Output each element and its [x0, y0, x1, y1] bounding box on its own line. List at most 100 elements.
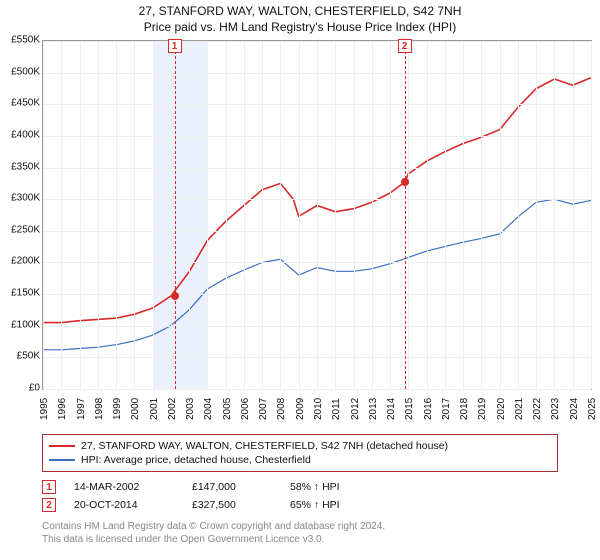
gridline-v	[372, 41, 373, 389]
event-row-date: 20-OCT-2014	[74, 499, 174, 511]
gridline-v	[481, 41, 482, 389]
gridline-v	[80, 41, 81, 389]
gridline-v	[226, 41, 227, 389]
y-tick-label: £550K	[4, 35, 40, 46]
y-tick-label: £400K	[4, 129, 40, 140]
gridline-v	[518, 41, 519, 389]
x-tick-label: 2012	[350, 398, 361, 420]
y-tick-label: £100K	[4, 319, 40, 330]
gridline-v	[354, 41, 355, 389]
event-line	[175, 41, 176, 389]
gridline-v	[171, 41, 172, 389]
x-tick-label: 2025	[587, 398, 598, 420]
event-row-price: £327,500	[192, 499, 272, 511]
x-tick-label: 2019	[477, 398, 488, 420]
x-tick-label: 2006	[240, 398, 251, 420]
x-tick-label: 2002	[167, 398, 178, 420]
gridline-v	[244, 41, 245, 389]
event-row-badge: 2	[42, 498, 56, 512]
title-main: 27, STANFORD WAY, WALTON, CHESTERFIELD, …	[0, 4, 600, 18]
gridline-v	[317, 41, 318, 389]
legend-label: HPI: Average price, detached house, Ches…	[81, 454, 311, 466]
x-tick-label: 1996	[57, 398, 68, 420]
x-tick-label: 2023	[550, 398, 561, 420]
legend: 27, STANFORD WAY, WALTON, CHESTERFIELD, …	[42, 434, 558, 472]
x-tick-label: 1999	[112, 398, 123, 420]
event-row-price: £147,000	[192, 481, 272, 493]
gridline-v	[427, 41, 428, 389]
gridline-v	[299, 41, 300, 389]
gridline-v	[408, 41, 409, 389]
footer: Contains HM Land Registry data © Crown c…	[42, 520, 558, 546]
events-block: 114-MAR-2002£147,00058% ↑ HPI220-OCT-201…	[42, 478, 558, 514]
x-tick-label: 1998	[94, 398, 105, 420]
gridline-v	[43, 41, 44, 389]
event-detail-row: 2 20-OCT-2014 £327,500 65% ↑ HPI	[42, 496, 558, 514]
y-tick-label: £250K	[4, 224, 40, 235]
event-row-delta: 65% ↑ HPI	[290, 499, 340, 511]
event-badge: 1	[168, 39, 182, 53]
title-block: 27, STANFORD WAY, WALTON, CHESTERFIELD, …	[0, 0, 600, 34]
price-chart: 12 £0£50K£100K£150K£200K£250K£300K£350K£…	[0, 40, 600, 430]
y-tick-label: £0	[4, 383, 40, 394]
legend-row: 27, STANFORD WAY, WALTON, CHESTERFIELD, …	[49, 439, 551, 453]
gridline-v	[61, 41, 62, 389]
y-tick-label: £450K	[4, 98, 40, 109]
x-tick-label: 2013	[368, 398, 379, 420]
event-line	[405, 41, 406, 389]
footer-line-1: Contains HM Land Registry data © Crown c…	[42, 520, 558, 533]
gridline-v	[189, 41, 190, 389]
x-tick-label: 2011	[331, 398, 342, 420]
gridline-v	[153, 41, 154, 389]
x-tick-label: 1997	[76, 398, 87, 420]
y-tick-label: £200K	[4, 256, 40, 267]
gridline-v	[573, 41, 574, 389]
event-dot	[401, 178, 409, 186]
gridline-v	[280, 41, 281, 389]
x-tick-label: 2018	[459, 398, 470, 420]
gridline-v	[463, 41, 464, 389]
gridline-v	[134, 41, 135, 389]
title-sub: Price paid vs. HM Land Registry's House …	[0, 20, 600, 34]
gridline-v	[116, 41, 117, 389]
x-tick-label: 2021	[514, 398, 525, 420]
gridline-v	[445, 41, 446, 389]
gridline-v	[207, 41, 208, 389]
event-row-date: 14-MAR-2002	[74, 481, 174, 493]
x-tick-label: 2024	[569, 398, 580, 420]
gridline-v	[98, 41, 99, 389]
legend-swatch	[49, 459, 75, 461]
event-detail-row: 114-MAR-2002£147,00058% ↑ HPI	[42, 478, 558, 496]
event-dot	[171, 292, 179, 300]
gridline-v	[390, 41, 391, 389]
plot-area: 12	[42, 40, 592, 390]
gridline-v	[554, 41, 555, 389]
gridline-v	[500, 41, 501, 389]
x-tick-label: 2007	[258, 398, 269, 420]
x-tick-label: 2003	[185, 398, 196, 420]
x-tick-label: 2008	[276, 398, 287, 420]
x-tick-label: 2005	[222, 398, 233, 420]
x-tick-label: 2017	[441, 398, 452, 420]
x-tick-label: 2001	[149, 398, 160, 420]
y-tick-label: £150K	[4, 288, 40, 299]
gridline-v	[591, 41, 592, 389]
legend-swatch	[49, 445, 75, 447]
y-tick-label: £300K	[4, 193, 40, 204]
x-tick-label: 2010	[313, 398, 324, 420]
gridline-v	[536, 41, 537, 389]
x-tick-label: 2015	[404, 398, 415, 420]
footer-line-2: This data is licensed under the Open Gov…	[42, 533, 558, 546]
x-tick-label: 2009	[295, 398, 306, 420]
y-tick-label: £500K	[4, 66, 40, 77]
gridline-h	[43, 389, 591, 390]
gridline-v	[335, 41, 336, 389]
event-badge: 2	[398, 39, 412, 53]
x-tick-label: 2000	[130, 398, 141, 420]
event-row-badge: 1	[42, 480, 56, 494]
x-tick-label: 2014	[386, 398, 397, 420]
x-tick-label: 2004	[203, 398, 214, 420]
legend-label: 27, STANFORD WAY, WALTON, CHESTERFIELD, …	[81, 440, 448, 452]
x-tick-label: 2016	[423, 398, 434, 420]
gridline-v	[262, 41, 263, 389]
